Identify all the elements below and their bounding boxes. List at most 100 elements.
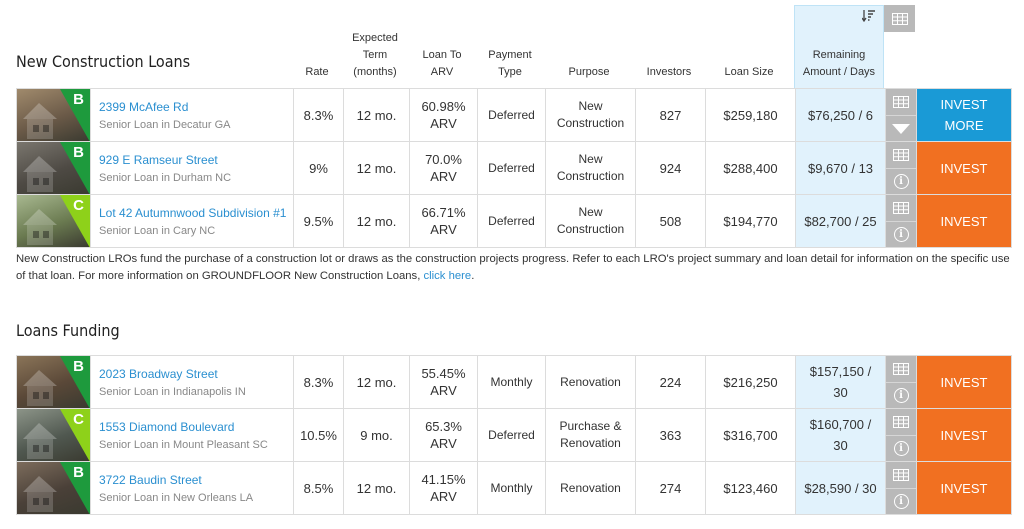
section-title-new-construction: New Construction Loans — [16, 52, 191, 71]
investors-cell: 224 — [635, 355, 706, 409]
ltv-cell: 70.0% ARV — [409, 141, 478, 195]
loan-name-cell: 1553 Diamond Boulevard Senior Loan in Mou… — [90, 408, 294, 462]
loan-address-link[interactable]: 2023 Broadway Street — [99, 366, 218, 381]
info-button[interactable]: i — [886, 221, 916, 247]
expand-button[interactable] — [886, 115, 916, 141]
loan-address-link[interactable]: Lot 42 Autumnwood Subdivision #1 — [99, 205, 287, 220]
row-tools: i — [885, 194, 917, 248]
term-cell: 12 mo. — [343, 88, 410, 142]
table-header: New Construction Loans Rate Expected Term… — [0, 0, 1024, 88]
header-investors[interactable]: Investors — [646, 66, 692, 78]
loan-size-cell: $316,700 — [705, 408, 796, 462]
loan-name-cell: 3722 Baudin Street Senior Loan in New Orl… — [90, 461, 294, 515]
table-row[interactable]: B 929 E Ramseur Street Senior Loan in Durh… — [16, 141, 1012, 195]
property-thumbnail[interactable]: C — [16, 408, 91, 462]
invest-button[interactable]: INVEST — [916, 141, 1012, 195]
ltv-cell: 66.71% ARV — [409, 194, 478, 248]
invest-button[interactable]: INVEST — [916, 408, 1012, 462]
term-cell: 12 mo. — [343, 141, 410, 195]
loan-size-cell: $216,250 — [705, 355, 796, 409]
remaining-cell: $160,700 /30 — [795, 408, 886, 462]
click-here-link[interactable]: click here — [423, 270, 472, 282]
info-icon: i — [893, 227, 909, 242]
loan-subtitle: Senior Loan in Mount Pleasant SC — [99, 438, 268, 451]
investors-cell: 508 — [635, 194, 706, 248]
table-row[interactable]: B 2023 Broadway Street Senior Loan in Indi… — [16, 355, 1012, 409]
grade-badge: B — [60, 462, 90, 514]
property-thumbnail[interactable]: B — [16, 141, 91, 195]
rate-cell: 9% — [293, 141, 344, 195]
funding-loans-table: B 2023 Broadway Street Senior Loan in Indi… — [16, 355, 1012, 515]
rate-cell: 8.3% — [293, 355, 344, 409]
sort-icon[interactable] — [861, 9, 875, 25]
invest-button[interactable]: INVEST — [916, 461, 1012, 515]
grid-icon — [893, 469, 909, 481]
ltv-cell: 55.45% ARV — [409, 355, 478, 409]
purpose-cell: New Construction — [545, 88, 636, 142]
loan-name-cell: Lot 42 Autumnwood Subdivision #1 Senior L… — [90, 194, 294, 248]
invest-more-button[interactable]: INVEST MORE — [916, 88, 1012, 142]
rate-cell: 10.5% — [293, 408, 344, 462]
header-rate[interactable]: Rate — [305, 66, 329, 78]
grid-icon — [893, 416, 909, 428]
header-loan-size[interactable]: Loan Size — [724, 66, 774, 78]
grade-badge: B — [60, 142, 90, 194]
loan-address-link[interactable]: 2399 McAfee Rd — [99, 99, 189, 114]
remaining-header-bg — [794, 5, 884, 88]
payment-cell: Deferred — [477, 141, 546, 195]
header-remaining[interactable]: Remaining Amount / Days — [802, 49, 876, 78]
header-purpose[interactable]: Purpose — [568, 66, 610, 78]
info-button[interactable]: i — [886, 488, 916, 514]
grid-button[interactable] — [886, 142, 916, 168]
row-tools: i — [885, 461, 917, 515]
construction-loans-table: B 2399 McAfee Rd Senior Loan in Decatur GA… — [16, 88, 1012, 248]
grid-icon — [893, 149, 909, 161]
term-cell: 9 mo. — [343, 408, 410, 462]
grid-view-tab[interactable] — [884, 5, 915, 32]
property-thumbnail[interactable]: C — [16, 194, 91, 248]
grade-badge: C — [60, 195, 90, 247]
loan-name-cell: 929 E Ramseur Street Senior Loan in Durha… — [90, 141, 294, 195]
table-row[interactable]: B 2399 McAfee Rd Senior Loan in Decatur GA… — [16, 88, 1012, 142]
table-row[interactable]: C Lot 42 Autumnwood Subdivision #1 Senior … — [16, 194, 1012, 248]
header-term[interactable]: Expected Term (months) — [352, 32, 398, 78]
grid-button[interactable] — [886, 89, 916, 115]
payment-cell: Monthly — [477, 461, 546, 515]
payment-cell: Deferred — [477, 88, 546, 142]
table-row[interactable]: C 1553 Diamond Boulevard Senior Loan in Mo… — [16, 408, 1012, 462]
info-button[interactable]: i — [886, 168, 916, 194]
invest-button[interactable]: INVEST — [916, 194, 1012, 248]
ltv-cell: 60.98% ARV — [409, 88, 478, 142]
rate-cell: 8.5% — [293, 461, 344, 515]
grid-icon — [893, 96, 909, 108]
rate-cell: 8.3% — [293, 88, 344, 142]
purpose-cell: Purchase & Renovation — [545, 408, 636, 462]
loan-subtitle: Senior Loan in Decatur GA — [99, 118, 231, 131]
payment-cell: Deferred — [477, 408, 546, 462]
loan-subtitle: Senior Loan in Indianapolis IN — [99, 385, 246, 398]
investors-cell: 924 — [635, 141, 706, 195]
loan-address-link[interactable]: 1553 Diamond Boulevard — [99, 419, 235, 434]
loan-size-cell: $123,460 — [705, 461, 796, 515]
property-thumbnail[interactable]: B — [16, 461, 91, 515]
purpose-cell: Renovation — [545, 461, 636, 515]
construction-note: New Construction LROs fund the purchase … — [16, 253, 1010, 282]
remaining-cell: $82,700 / 25 — [795, 194, 886, 248]
grid-button[interactable] — [886, 462, 916, 488]
grid-button[interactable] — [886, 195, 916, 221]
property-thumbnail[interactable]: B — [16, 88, 91, 142]
header-ltv[interactable]: Loan To ARV — [422, 49, 462, 78]
grade-badge: B — [60, 89, 90, 141]
info-button[interactable]: i — [886, 382, 916, 408]
loan-address-link[interactable]: 3722 Baudin Street — [99, 472, 202, 487]
loan-subtitle: Senior Loan in New Orleans LA — [99, 491, 254, 504]
loan-address-link[interactable]: 929 E Ramseur Street — [99, 152, 218, 167]
grid-button[interactable] — [886, 409, 916, 435]
property-thumbnail[interactable]: B — [16, 355, 91, 409]
table-row[interactable]: B 3722 Baudin Street Senior Loan in New Or… — [16, 461, 1012, 515]
info-button[interactable]: i — [886, 435, 916, 461]
grid-button[interactable] — [886, 356, 916, 382]
header-payment[interactable]: Payment Type — [488, 49, 532, 78]
invest-button[interactable]: INVEST — [916, 355, 1012, 409]
